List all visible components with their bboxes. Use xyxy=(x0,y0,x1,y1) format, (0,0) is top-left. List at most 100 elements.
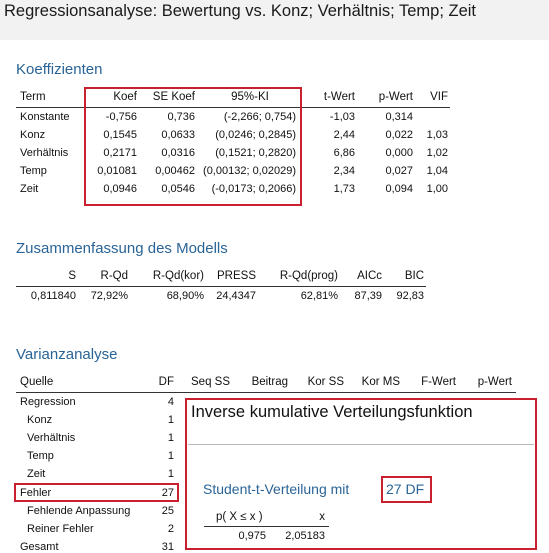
p-wert-cell: 0,000 xyxy=(385,147,413,159)
coefficients-highlight-box xyxy=(84,87,302,206)
col-quelle: Quelle xyxy=(20,376,54,388)
p-wert-cell: 0,022 xyxy=(385,129,413,141)
window-title: Regressionsanalyse: Bewertung vs. Konz; … xyxy=(4,2,477,20)
term-cell: Konz xyxy=(20,129,46,141)
r-qd-cell: 72,92% xyxy=(90,290,128,302)
x-cell: 2,05183 xyxy=(285,530,325,542)
header-rule xyxy=(16,392,516,393)
col-df: DF xyxy=(158,376,174,388)
bic-cell: 92,83 xyxy=(396,290,424,302)
coefficients-heading: Koeffizienten xyxy=(16,61,103,78)
df-cell: 1 xyxy=(167,450,174,462)
koef-cell: 0,2171 xyxy=(103,147,137,159)
source-cell: Regression xyxy=(20,396,76,408)
col-seq-ss: Seq SS xyxy=(191,376,230,388)
p-wert-cell: 0,314 xyxy=(385,111,413,123)
col-f-wert: F-Wert xyxy=(421,376,456,388)
koef-cell: 0,1545 xyxy=(103,129,137,141)
col-aicc: AICc xyxy=(357,270,382,282)
p-wert-cell: 0,027 xyxy=(385,165,413,177)
koef-cell: -0,756 xyxy=(105,111,137,123)
col-bic: BIC xyxy=(404,270,424,282)
df-cell: 27 xyxy=(161,487,174,499)
vif-cell: 1,04 xyxy=(426,165,448,177)
koef-cell: 0,01081 xyxy=(97,165,137,177)
col-vif: VIF xyxy=(430,91,448,103)
r-qd-prog-cell: 62,81% xyxy=(300,290,338,302)
df-cell: 1 xyxy=(167,468,174,480)
df-cell: 2 xyxy=(167,523,174,535)
df-label: 27 DF xyxy=(386,481,425,497)
col-koef: Koef xyxy=(113,91,137,103)
col-t-wert: t-Wert xyxy=(323,91,355,103)
col-r-qd: R-Qd xyxy=(100,270,128,282)
press-cell: 24,4347 xyxy=(216,290,256,302)
df-highlight-box xyxy=(381,476,432,503)
se-koef-cell: 0,0546 xyxy=(161,183,195,195)
se-koef-cell: 0,0633 xyxy=(161,129,195,141)
t-wert-cell: 6,86 xyxy=(333,147,355,159)
term-cell: Konstante xyxy=(20,111,70,123)
aicc-cell: 87,39 xyxy=(354,290,382,302)
ki-cell: (0,00132; 0,02029) xyxy=(203,165,296,177)
col-ki: 95%-KI xyxy=(231,91,269,103)
source-cell: Fehler xyxy=(20,487,52,499)
ki-cell: (-2,266; 0,754) xyxy=(223,111,296,123)
df-cell: 1 xyxy=(167,432,174,444)
distribution-subtitle: Student-t-Verteilung mit xyxy=(203,481,350,497)
fehler-highlight-box xyxy=(14,483,179,502)
panel-divider xyxy=(188,444,534,445)
col-press: PRESS xyxy=(217,270,256,282)
vif-cell: 1,02 xyxy=(426,147,448,159)
t-wert-cell: -1,03 xyxy=(329,111,355,123)
model-summary-heading: Zusammenfassung des Modells xyxy=(16,240,228,257)
probability-cell: 0,975 xyxy=(238,530,266,542)
source-cell: Gesamt xyxy=(20,541,59,553)
col-beitrag: Beitrag xyxy=(251,376,288,388)
t-wert-cell: 2,44 xyxy=(333,129,355,141)
col-se-koef: SE Koef xyxy=(152,91,195,103)
vif-cell: 1,00 xyxy=(426,183,448,195)
source-cell: Temp xyxy=(27,450,54,462)
koef-cell: 0,0946 xyxy=(103,183,137,195)
source-cell: Verhältnis xyxy=(27,432,76,444)
t-wert-cell: 1,73 xyxy=(333,183,355,195)
vif-cell: 1,03 xyxy=(426,129,448,141)
col-x: x xyxy=(319,511,325,523)
term-cell: Temp xyxy=(20,165,47,177)
ki-cell: (-0,0173; 0,2066) xyxy=(211,183,296,195)
ki-cell: (0,0246; 0,2845) xyxy=(215,129,296,141)
col-probability: p( X ≤ x ) xyxy=(216,511,263,523)
header-rule xyxy=(204,526,329,527)
col-r-qd-kor: R-Qd(kor) xyxy=(152,270,204,282)
inverse-cdf-title: Inverse kumulative Verteilungsfunktion xyxy=(191,403,473,421)
source-cell: Konz xyxy=(27,414,53,426)
term-cell: Zeit xyxy=(20,183,39,195)
col-kor-ss: Kor SS xyxy=(307,376,344,388)
col-p-wert: p-Wert xyxy=(477,376,512,388)
inverse-cdf-panel xyxy=(185,398,537,550)
r-qd-kor-cell: 68,90% xyxy=(166,290,204,302)
title-bar xyxy=(0,0,549,40)
col-p-wert: p-Wert xyxy=(378,91,413,103)
col-s: S xyxy=(68,270,76,282)
se-koef-cell: 0,0316 xyxy=(161,147,195,159)
df-cell: 31 xyxy=(161,541,174,553)
anova-heading: Varianzanalyse xyxy=(16,346,118,363)
df-cell: 1 xyxy=(167,414,174,426)
s-cell: 0,811840 xyxy=(30,290,76,302)
ki-cell: (0,1521; 0,2820) xyxy=(215,147,296,159)
col-kor-ms: Kor MS xyxy=(361,376,400,388)
col-r-qd-prog: R-Qd(prog) xyxy=(279,270,338,282)
col-term: Term xyxy=(20,91,46,103)
term-cell: Verhältnis xyxy=(20,147,69,159)
t-wert-cell: 2,34 xyxy=(333,165,355,177)
se-koef-cell: 0,736 xyxy=(167,111,195,123)
source-cell: Fehlende Anpassung xyxy=(27,505,131,517)
p-wert-cell: 0,094 xyxy=(385,183,413,195)
header-rule xyxy=(16,286,426,287)
source-cell: Reiner Fehler xyxy=(27,523,94,535)
source-cell: Zeit xyxy=(27,468,46,480)
se-koef-cell: 0,00462 xyxy=(155,165,195,177)
header-rule xyxy=(16,107,450,108)
